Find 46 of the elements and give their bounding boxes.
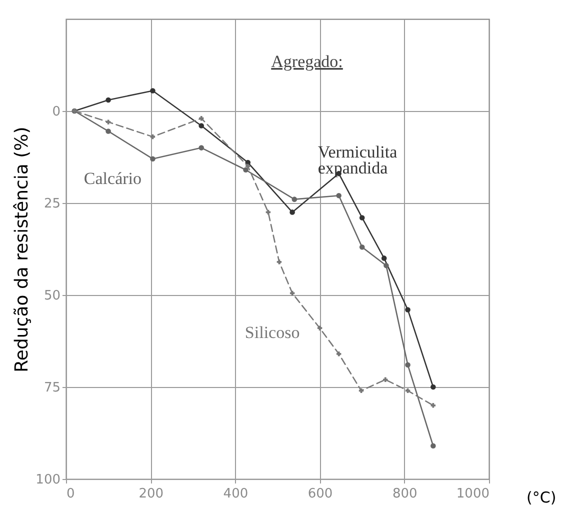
point: [359, 215, 365, 220]
point: [430, 443, 436, 449]
point: [150, 88, 156, 94]
series-label: Calcário: [84, 168, 142, 188]
x-tick-label: 800: [392, 486, 418, 502]
y-tick-label: 75: [44, 380, 60, 396]
y-tick-label: 25: [44, 196, 60, 212]
point: [405, 307, 410, 312]
point: [290, 290, 295, 296]
point: [430, 403, 436, 408]
point: [150, 156, 156, 162]
point: [336, 193, 342, 198]
y-tick-label: 50: [44, 288, 60, 304]
series-label: Silicoso: [244, 323, 300, 342]
point: [359, 244, 365, 250]
point: [199, 116, 204, 121]
y-tick-label: 100: [36, 472, 60, 488]
legend-title: Agregado:: [271, 52, 343, 71]
point: [106, 120, 111, 124]
point: [384, 262, 389, 268]
point: [405, 388, 410, 394]
point: [336, 352, 342, 356]
point: [383, 377, 388, 382]
point: [106, 128, 111, 134]
x-tick-label: 400: [223, 486, 248, 502]
series-label: Vermiculita expandida: [318, 142, 398, 178]
point: [243, 167, 248, 173]
point: [290, 210, 295, 215]
point: [292, 196, 298, 202]
point: [381, 256, 387, 261]
x-tick-label: 0: [66, 486, 75, 502]
point: [246, 164, 250, 169]
y-axis-title: Redução da resistência (%): [12, 126, 33, 372]
x-tick-label: 200: [138, 486, 164, 502]
point: [358, 388, 364, 394]
point: [276, 260, 282, 264]
x-axis-title: (°C): [526, 488, 556, 506]
y-tick-label: 0: [52, 104, 60, 120]
point: [198, 145, 204, 150]
point: [430, 384, 436, 390]
x-tick-label: 600: [308, 486, 333, 502]
point: [106, 97, 111, 103]
x-tick-label: 1000: [456, 486, 490, 502]
point: [317, 326, 322, 330]
point: [198, 123, 204, 128]
point: [405, 362, 410, 368]
